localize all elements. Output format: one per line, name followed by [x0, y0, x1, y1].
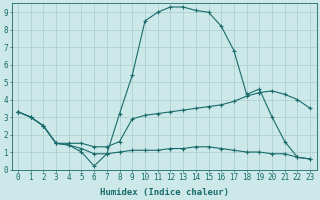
X-axis label: Humidex (Indice chaleur): Humidex (Indice chaleur) — [100, 188, 228, 197]
